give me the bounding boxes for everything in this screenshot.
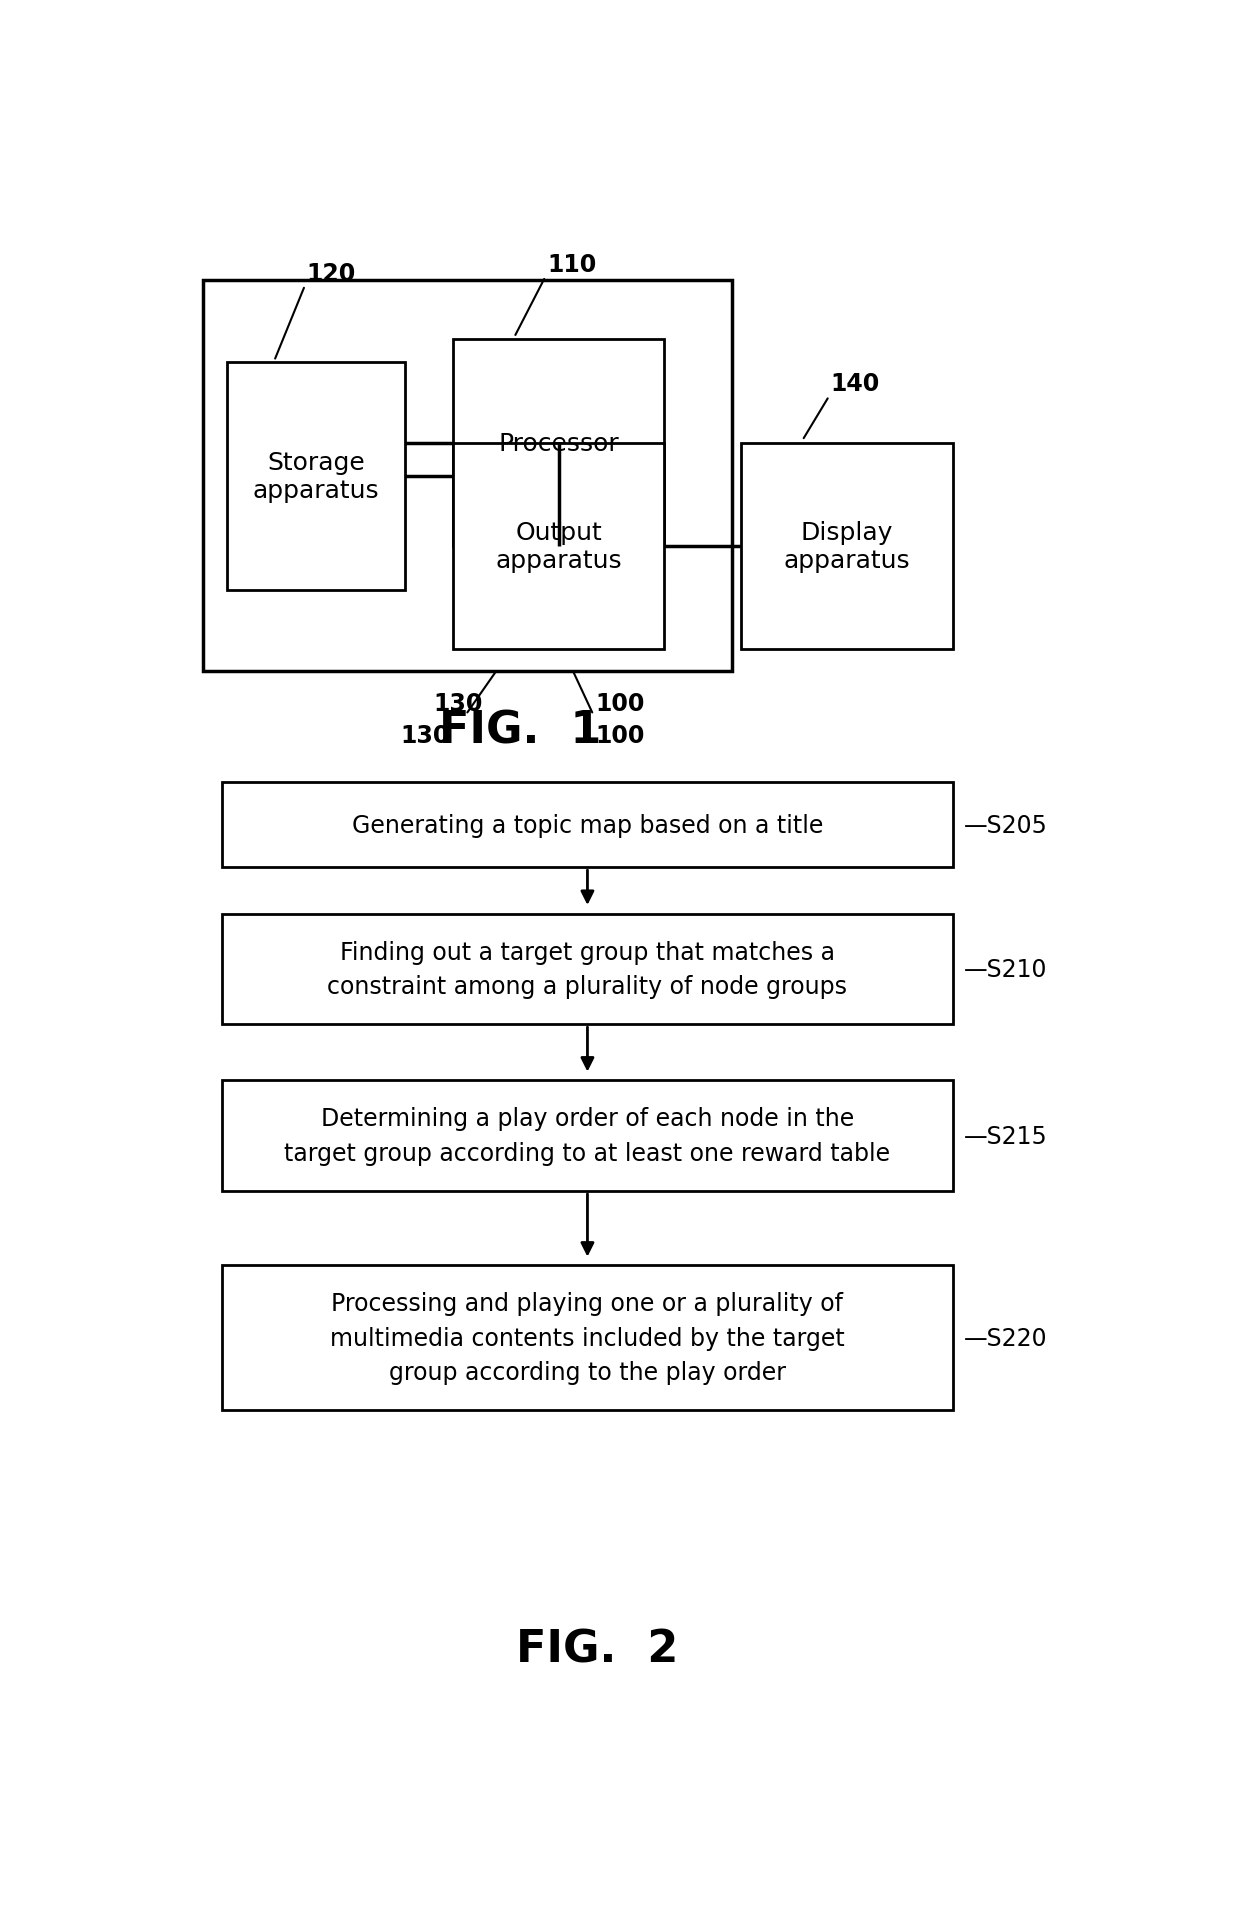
Text: FIG.  1: FIG. 1 xyxy=(439,708,601,752)
Text: 110: 110 xyxy=(547,253,596,278)
Text: 100: 100 xyxy=(595,723,645,746)
Text: Processing and playing one or a plurality of
multimedia contents included by the: Processing and playing one or a pluralit… xyxy=(330,1292,844,1384)
Bar xyxy=(203,281,732,672)
Text: Finding out a target group that matches a
constraint among a plurality of node g: Finding out a target group that matches … xyxy=(327,940,847,999)
Text: Display
apparatus: Display apparatus xyxy=(784,521,910,572)
Text: FIG.  2: FIG. 2 xyxy=(516,1629,678,1671)
Text: 130: 130 xyxy=(401,723,449,746)
Bar xyxy=(742,444,952,649)
Text: —S220: —S220 xyxy=(965,1326,1048,1349)
Bar xyxy=(227,362,404,591)
Text: 100: 100 xyxy=(595,693,645,716)
Bar xyxy=(222,783,952,867)
Text: 140: 140 xyxy=(831,371,880,396)
Text: Output
apparatus: Output apparatus xyxy=(495,521,622,572)
Text: Determining a play order of each node in the
target group according to at least : Determining a play order of each node in… xyxy=(284,1106,890,1166)
Bar xyxy=(222,915,952,1024)
Text: Processor: Processor xyxy=(498,431,619,456)
Text: —S205: —S205 xyxy=(965,813,1048,836)
Bar xyxy=(453,444,665,649)
Bar xyxy=(222,1265,952,1411)
Text: 120: 120 xyxy=(306,262,356,285)
Text: Generating a topic map based on a title: Generating a topic map based on a title xyxy=(352,813,823,836)
Text: 130: 130 xyxy=(434,693,484,716)
Text: Storage
apparatus: Storage apparatus xyxy=(253,450,379,501)
Text: —S210: —S210 xyxy=(965,957,1048,982)
Text: —S215: —S215 xyxy=(965,1124,1048,1148)
Bar xyxy=(453,341,665,547)
Bar xyxy=(222,1081,952,1191)
